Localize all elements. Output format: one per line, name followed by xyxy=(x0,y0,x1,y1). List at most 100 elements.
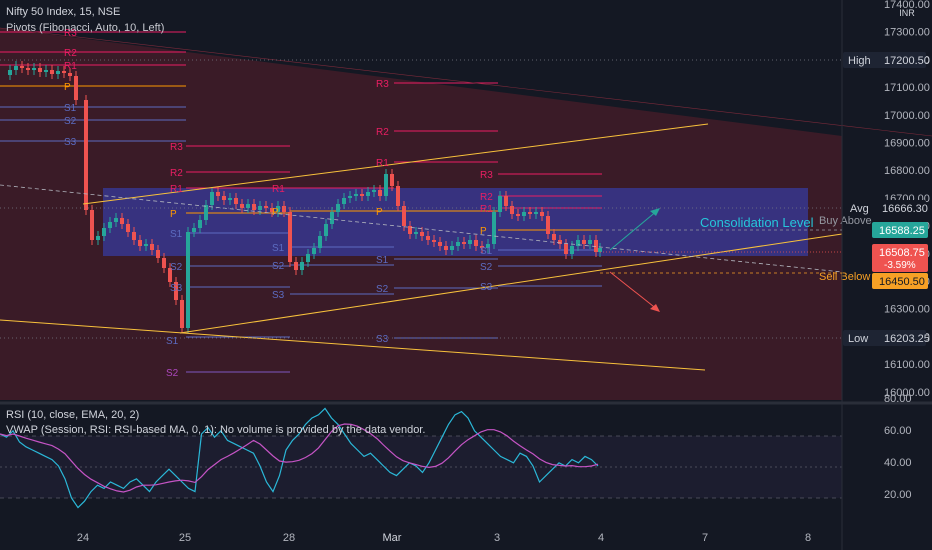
rsi-tick-label: 60.00 xyxy=(884,425,912,437)
candle-body xyxy=(156,250,160,258)
candle-body xyxy=(252,204,256,210)
candle-body xyxy=(180,300,184,328)
buy-price-value: 16588.25 xyxy=(879,225,925,237)
candle-body xyxy=(276,206,280,212)
pivot-label-s2: S2 xyxy=(170,262,183,273)
pivot-label-s1: S1 xyxy=(64,103,77,114)
pivot-label-p: P xyxy=(64,82,71,93)
pivot-label-p: P xyxy=(480,226,487,237)
candle-body xyxy=(598,248,602,252)
candle-body xyxy=(564,244,568,254)
time-tick-label: 24 xyxy=(77,532,89,544)
pivots-title[interactable]: Pivots (Fibonacci, Auto, 10, Left) xyxy=(6,22,165,34)
candle-body xyxy=(74,76,78,100)
pivot-label-s2: S2 xyxy=(480,262,493,273)
candle-body xyxy=(384,174,388,196)
rsi-axis[interactable]: 80.00 60.00 40.00 20.00 xyxy=(884,393,912,501)
bear-arrow-head xyxy=(650,304,660,312)
time-tick-label: 8 xyxy=(805,532,811,544)
candle-body xyxy=(120,218,124,224)
candle-body xyxy=(102,228,106,236)
candle-body xyxy=(408,226,412,234)
candle-body xyxy=(552,234,556,240)
candle-body xyxy=(108,222,112,228)
high-label: High xyxy=(848,55,871,67)
pivot-label-r3: R3 xyxy=(376,79,389,90)
candle-body xyxy=(204,205,208,220)
pivot-lines xyxy=(0,31,602,373)
candle-body xyxy=(270,208,274,212)
pivot-label-s3: S3 xyxy=(272,290,285,301)
time-tick-label: 28 xyxy=(283,532,295,544)
pivot-label-r2: R2 xyxy=(376,127,389,138)
pivot-label-s3: S3 xyxy=(480,282,493,293)
candle-body xyxy=(534,212,538,214)
pivot-label-s1: S1 xyxy=(480,246,493,257)
last-price-marker: 16508.75 -3.59% xyxy=(600,244,928,272)
change-pct: -3.59% xyxy=(884,260,916,271)
pivot-label-s2: S2 xyxy=(64,116,77,127)
time-tick-label: 3 xyxy=(494,532,500,544)
candle-body xyxy=(594,240,598,252)
candle-body xyxy=(390,174,394,186)
pivot-label-r2: R2 xyxy=(64,48,77,59)
candle-body xyxy=(444,246,448,250)
rsi-title[interactable]: RSI (10, close, EMA, 20, 2) xyxy=(6,409,140,421)
candle-body xyxy=(342,198,346,204)
candle-body xyxy=(468,240,472,244)
channel-top-line xyxy=(0,27,932,137)
price-tick-label: 16900.00 xyxy=(884,138,930,150)
lower-channel-line xyxy=(0,319,706,371)
candle-body xyxy=(402,206,406,226)
candle-body xyxy=(264,206,268,208)
candle-body xyxy=(462,242,466,244)
price-tick-label: 17100.00 xyxy=(884,82,930,94)
candle-body xyxy=(84,100,88,210)
currency-label[interactable]: INR xyxy=(896,8,918,18)
pivot-label-r1: R1 xyxy=(376,158,389,169)
pivot-label-r1: R1 xyxy=(170,184,183,195)
candle-body xyxy=(522,212,526,216)
candle-body xyxy=(486,244,490,248)
symbol-title[interactable]: Nifty 50 Index, 15, NSE xyxy=(6,6,121,18)
pivot-label-r1: R1 xyxy=(480,204,493,215)
candle-body xyxy=(354,194,358,196)
avg-marker: Avg 16666.30 xyxy=(0,200,928,216)
candle-body xyxy=(44,70,48,72)
candle-body xyxy=(300,262,304,270)
candle-body xyxy=(504,196,508,206)
candle-body xyxy=(90,210,94,240)
candle-body xyxy=(420,232,424,236)
pivot-label-r2: R2 xyxy=(480,192,493,203)
price-candles xyxy=(8,61,602,333)
pivot-label-r3: R3 xyxy=(170,142,183,153)
candle-body xyxy=(318,236,322,248)
candle-body xyxy=(56,71,60,74)
candle-body xyxy=(186,232,190,328)
pivot-label-s2: S2 xyxy=(166,368,179,379)
rsi-tick-label: 20.00 xyxy=(884,489,912,501)
candle-body xyxy=(480,246,484,248)
time-axis[interactable]: 24 25 28 Mar 3 4 7 8 xyxy=(77,532,811,544)
sell-price-marker: 16450.50 xyxy=(600,272,928,289)
rsi-tick-label: 40.00 xyxy=(884,457,912,469)
candle-body xyxy=(558,240,562,244)
vwap-note: VWAP (Session, RSI: RSI-based MA, 0, 1):… xyxy=(6,424,426,436)
rsi-ma-line xyxy=(0,423,599,493)
candle-body xyxy=(8,70,12,75)
candle-body xyxy=(32,68,36,70)
pivot-label-r1: R1 xyxy=(272,184,285,195)
candle-body xyxy=(14,66,18,70)
time-tick-label: 25 xyxy=(179,532,191,544)
time-tick-label: 4 xyxy=(598,532,604,544)
pivot-label-p: P xyxy=(170,209,177,220)
price-tick-label: 16000.00 xyxy=(884,387,930,399)
candle-body xyxy=(288,212,292,262)
pivot-label-s2: S2 xyxy=(376,284,389,295)
dashed-trend-line xyxy=(0,184,843,273)
trend-lines xyxy=(0,27,932,371)
price-tick-label: 17400.00 xyxy=(884,0,930,11)
candle-body xyxy=(168,268,172,282)
pivot-label-p: P xyxy=(376,207,383,218)
